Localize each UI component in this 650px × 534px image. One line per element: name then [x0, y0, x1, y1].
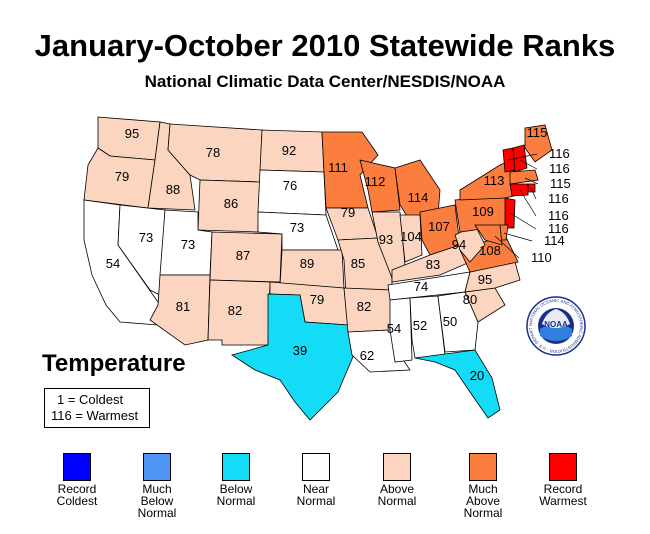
rank-label-tx: 39 — [293, 343, 307, 358]
rank-label-wa: 95 — [125, 126, 139, 141]
legend-swatch-above — [383, 453, 411, 481]
rank-label-va: 108 — [479, 243, 501, 258]
rank-label-mn: 111 — [328, 160, 348, 175]
parameter-title: Temperature — [42, 350, 186, 377]
map-subtitle: National Climatic Data Center/NESDIS/NOA… — [144, 72, 506, 91]
legend-label-record-coldest: Record Coldest — [56, 482, 98, 508]
rank-label-ia: 79 — [341, 205, 355, 220]
legend-swatch-record-coldest — [63, 453, 91, 481]
rank-label-nh: 116 — [549, 161, 570, 176]
rank-label-nj: 116 — [548, 221, 569, 236]
legend-label-above: Above Normal — [377, 482, 417, 508]
rank-label-al: 52 — [413, 318, 427, 333]
rank-label-md: 110 — [531, 250, 552, 265]
legend-swatch-much-above — [469, 453, 497, 481]
rank-label-de: 114 — [544, 233, 565, 248]
state-ga — [437, 291, 479, 353]
rank-label-nm: 82 — [228, 303, 242, 318]
rank-label-wy: 86 — [224, 196, 238, 211]
leader-line-vt — [507, 153, 538, 161]
rank-label-co: 87 — [236, 248, 250, 263]
rank-label-id: 88 — [166, 182, 180, 197]
state-in — [399, 214, 423, 263]
state-me — [524, 124, 553, 163]
rank-key-warmest: 116 = Warmest — [51, 408, 139, 423]
state-mn — [321, 131, 379, 209]
rank-label-la: 62 — [360, 348, 374, 363]
rank-label-ok: 79 — [310, 292, 324, 307]
leader-line-nh — [519, 159, 538, 170]
leader-line-nj — [509, 212, 537, 230]
legend-swatch-near — [302, 453, 330, 481]
rank-label-pa: 109 — [472, 204, 494, 219]
leader-line-ct — [519, 189, 537, 217]
noaa-logo: NATIONAL OCEANIC AND ATMOSPHERIC ADMINIS… — [526, 296, 586, 356]
legend-label-near: Near Normal — [296, 482, 336, 508]
rank-label-fl: 20 — [470, 368, 484, 383]
rank-label-oh: 107 — [428, 219, 450, 234]
legend-label-below: Below Normal — [216, 482, 256, 508]
leader-line-ma — [524, 177, 539, 185]
legend-swatch-below — [222, 453, 250, 481]
state-nh — [512, 144, 528, 173]
legend-label-record-warmest: Record Warmest — [539, 482, 587, 508]
rank-label-ca: 54 — [106, 256, 120, 271]
rank-label-az: 81 — [176, 299, 190, 314]
rank-label-me: 115 — [527, 125, 548, 140]
rank-label-wv: 94 — [452, 237, 466, 252]
rank-label-mt: 78 — [206, 145, 220, 160]
rank-label-nd: 92 — [282, 143, 296, 158]
rank-label-or: 79 — [115, 169, 129, 184]
legend-swatch-record-warmest — [549, 453, 577, 481]
rank-key-box: 1 = Coldest 116 = Warmest — [44, 388, 150, 428]
rank-label-in: 104 — [400, 229, 422, 244]
state-ms — [389, 297, 413, 363]
leader-line-ri — [530, 187, 537, 200]
rank-label-ga: 50 — [443, 314, 457, 329]
rank-label-ky: 83 — [426, 257, 440, 272]
state-nv — [117, 204, 166, 296]
rank-label-ne: 73 — [290, 220, 304, 235]
rank-label-ar: 82 — [357, 299, 371, 314]
state-tx — [231, 293, 356, 421]
rank-label-ri: 116 — [548, 191, 569, 206]
legend-label-much-below: Much Below Normal — [137, 482, 177, 520]
rank-label-nv: 73 — [139, 230, 153, 245]
rank-label-il: 93 — [379, 232, 393, 247]
state-wi — [359, 159, 401, 213]
state-ct — [509, 183, 529, 197]
map-title: January-October 2010 Statewide Ranks — [34, 28, 616, 63]
rank-label-ks: 89 — [300, 256, 314, 271]
rank-label-ms: 54 — [387, 321, 401, 336]
rank-label-ny: 113 — [484, 173, 505, 188]
rank-label-tn: 74 — [414, 279, 428, 294]
rank-label-ut: 73 — [181, 237, 195, 252]
rank-key-coldest: 1 = Coldest — [57, 392, 124, 407]
rank-label-sd: 76 — [283, 178, 297, 193]
legend-swatch-much-below — [143, 453, 171, 481]
rank-label-sc: 80 — [463, 292, 477, 307]
rank-label-nc: 95 — [478, 272, 492, 287]
rank-label-mi: 114 — [408, 190, 429, 205]
leader-line-md — [494, 235, 520, 259]
rank-label-wi: 112 — [365, 174, 386, 189]
state-ri — [527, 183, 536, 193]
rank-label-vt: 116 — [549, 146, 570, 161]
state-fl — [414, 349, 501, 419]
rank-label-ma: 115 — [550, 176, 571, 191]
rank-label-mo: 85 — [351, 256, 365, 271]
noaa-logo-text: NOAA — [544, 320, 568, 329]
leader-line-de — [503, 232, 533, 242]
rank-label-ct: 116 — [548, 208, 569, 223]
legend-label-much-above: Much Above Normal — [463, 482, 503, 520]
state-md — [474, 224, 503, 246]
